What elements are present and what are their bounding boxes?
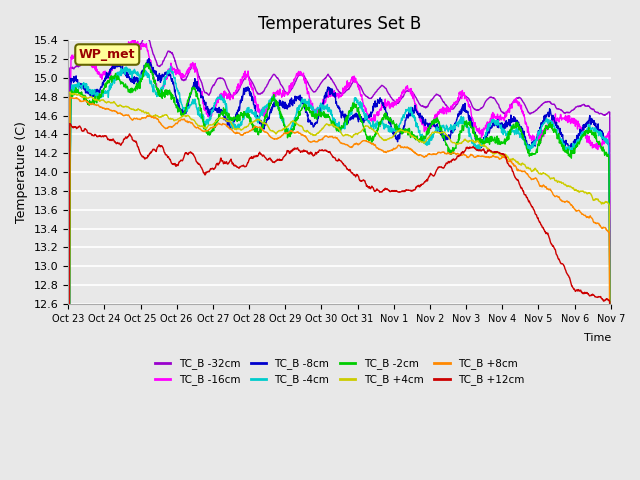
Legend: TC_B -32cm, TC_B -16cm, TC_B -8cm, TC_B -4cm, TC_B -2cm, TC_B +4cm, TC_B +8cm, T: TC_B -32cm, TC_B -16cm, TC_B -8cm, TC_B … [150, 354, 529, 389]
Text: WP_met: WP_met [79, 48, 136, 61]
Y-axis label: Temperature (C): Temperature (C) [15, 121, 28, 223]
Title: Temperatures Set B: Temperatures Set B [258, 15, 421, 33]
Text: Time: Time [584, 333, 611, 343]
